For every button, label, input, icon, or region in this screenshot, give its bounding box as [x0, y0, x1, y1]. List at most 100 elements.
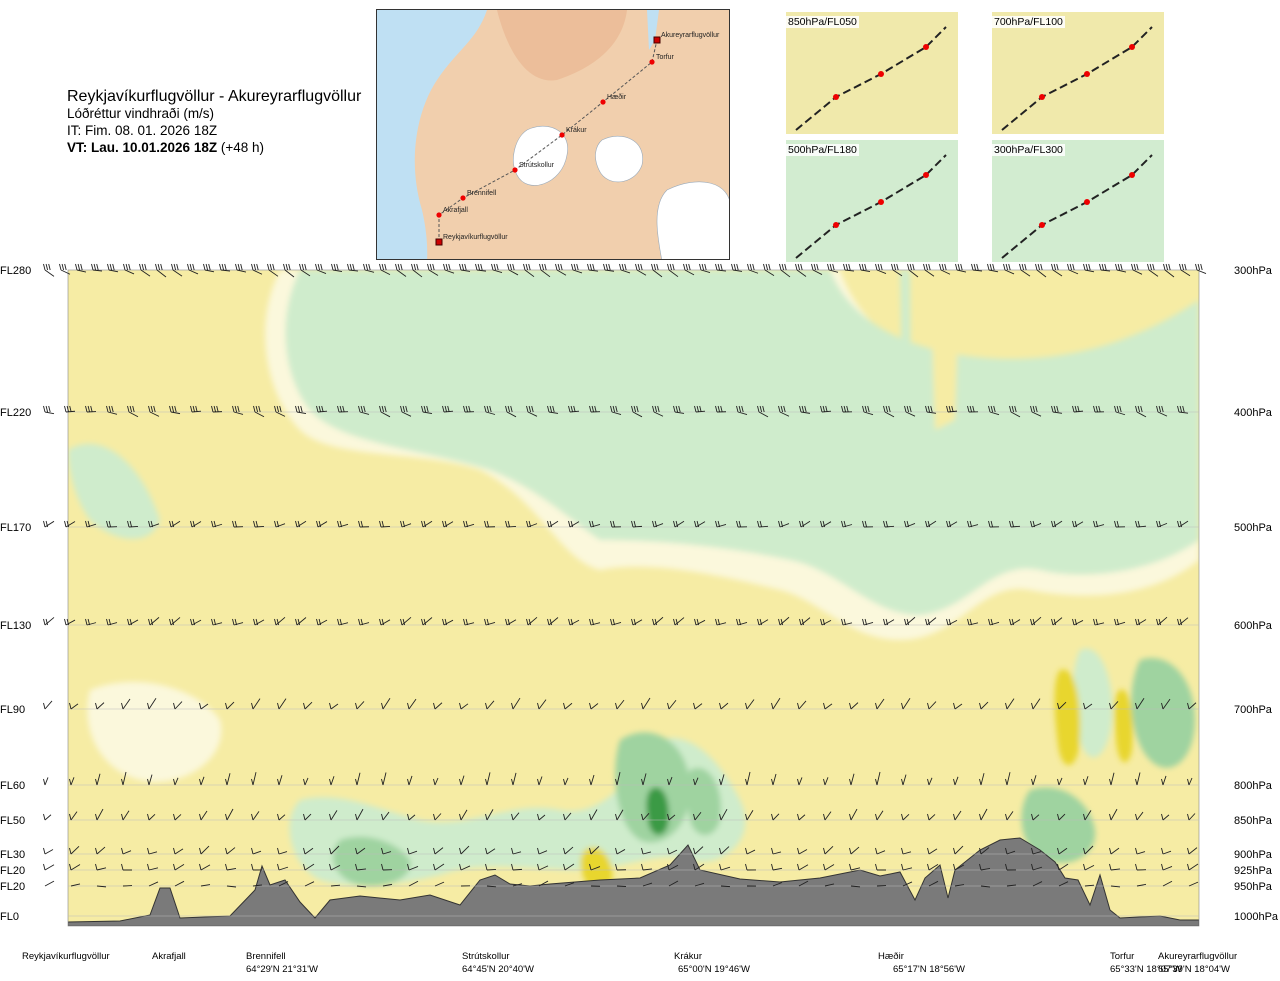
wind-barb [797, 700, 807, 710]
wind-barb [355, 863, 367, 871]
airport-marker [435, 238, 443, 246]
wind-barb [330, 884, 341, 887]
wind-barb [1177, 405, 1189, 414]
wind-barb [875, 863, 887, 871]
wind-barb [694, 520, 706, 528]
wind-barb [1177, 617, 1189, 626]
wind-barb [43, 863, 55, 871]
wind-barb [1109, 863, 1121, 871]
wind-barb [1093, 618, 1105, 626]
wind-barb [484, 520, 496, 528]
wind-barb [427, 263, 439, 276]
wind-barb [484, 405, 496, 415]
wind-barb [491, 263, 503, 274]
wind-barb [757, 405, 769, 418]
wind-barb [797, 777, 803, 786]
wind-barb [251, 847, 262, 855]
wind-barb [901, 847, 912, 855]
left-axis: FL280 FL220 FL170 FL130 FL90 FL60 FL50 FL30 FL20… [0, 265, 31, 923]
wind-barb [615, 847, 626, 855]
wind-barb [211, 520, 223, 528]
valid-time: VT: Lau. 10.01.2026 18Z (+48 h) [67, 139, 361, 156]
wind-barb [43, 847, 54, 855]
wind-barb [668, 880, 679, 887]
wind-barb [875, 263, 887, 275]
mini-map-label: 500hPa/FL180 [786, 144, 859, 156]
wind-barb [875, 810, 884, 821]
wind-barb [95, 863, 107, 871]
glacier-hofsjokull [595, 135, 643, 183]
wind-barb [537, 863, 549, 871]
wind-barb [442, 618, 454, 626]
wind-barb [1109, 847, 1120, 855]
wind-barb [925, 520, 937, 528]
wind-barb [43, 263, 55, 277]
wind-barb [667, 847, 678, 855]
wind-barb [980, 885, 991, 888]
issue-time: IT: Fim. 08. 01. 2026 18Z [67, 123, 218, 138]
wind-barb [148, 405, 160, 417]
wind-barb [1115, 263, 1127, 273]
wind-barb [1135, 847, 1146, 855]
wind-barb [199, 776, 205, 786]
wind-barb [1093, 405, 1105, 413]
wind-barb [1009, 520, 1021, 528]
wind-barb [571, 263, 583, 274]
wind-barb [329, 776, 335, 786]
wind-barb [1072, 405, 1084, 413]
wind-barb [1030, 520, 1042, 528]
updraft-region [87, 681, 222, 782]
wind-barb [715, 618, 727, 626]
wind-barb [641, 813, 650, 821]
wind-barb [43, 777, 49, 786]
wind-barb [1005, 772, 1011, 786]
wind-barb [799, 520, 811, 528]
wind-barb [1083, 263, 1095, 273]
wind-barb [795, 263, 807, 277]
wind-barb [849, 846, 860, 855]
wind-barb [381, 847, 392, 855]
wind-barb [589, 774, 595, 786]
wind-barb [927, 863, 939, 871]
updraft-region [332, 836, 411, 886]
wind-barb [719, 774, 725, 786]
station-coord: 65°39'N 18°04'W [1158, 964, 1230, 975]
wind-barb [505, 405, 517, 418]
wind-barbs [43, 263, 1207, 888]
wind-barb [564, 882, 575, 887]
wind-barb [43, 617, 55, 626]
wind-barb [511, 847, 522, 855]
wind-barb [277, 813, 286, 821]
wind-barb [355, 701, 365, 710]
wind-barb [459, 702, 469, 710]
wind-barb [1031, 813, 1040, 821]
wind-barb [278, 881, 289, 887]
wind-barb [862, 618, 874, 626]
wind-barb [400, 616, 412, 626]
left-axis-tick: FL60 [0, 780, 25, 792]
left-axis-tick: FL20 [0, 865, 25, 877]
wind-barb [511, 697, 521, 710]
right-axis-tick: 600hPa [1234, 620, 1273, 632]
wind-barb [1161, 775, 1167, 786]
downdraft-region [1114, 689, 1133, 763]
wind-barb [641, 773, 647, 786]
wind-barb [303, 813, 312, 821]
right-axis-tick: 925hPa [1234, 865, 1273, 877]
wind-barb [95, 846, 106, 855]
wind-barb [277, 847, 288, 855]
station-coord: 64°45'N 20°40'W [462, 964, 534, 975]
wind-barb [715, 263, 727, 272]
wind-barb [252, 884, 263, 887]
wind-barb [173, 813, 182, 821]
wind-barb [731, 263, 743, 272]
wind-barb [946, 520, 958, 528]
wind-barb [901, 813, 910, 821]
wind-barb [1187, 863, 1199, 871]
wind-barb [693, 863, 705, 871]
wind-barb [381, 811, 390, 821]
wind-barb [1135, 811, 1144, 821]
wind-barb [235, 263, 247, 273]
wind-barb [1187, 813, 1196, 821]
wind-barb [1019, 263, 1031, 277]
